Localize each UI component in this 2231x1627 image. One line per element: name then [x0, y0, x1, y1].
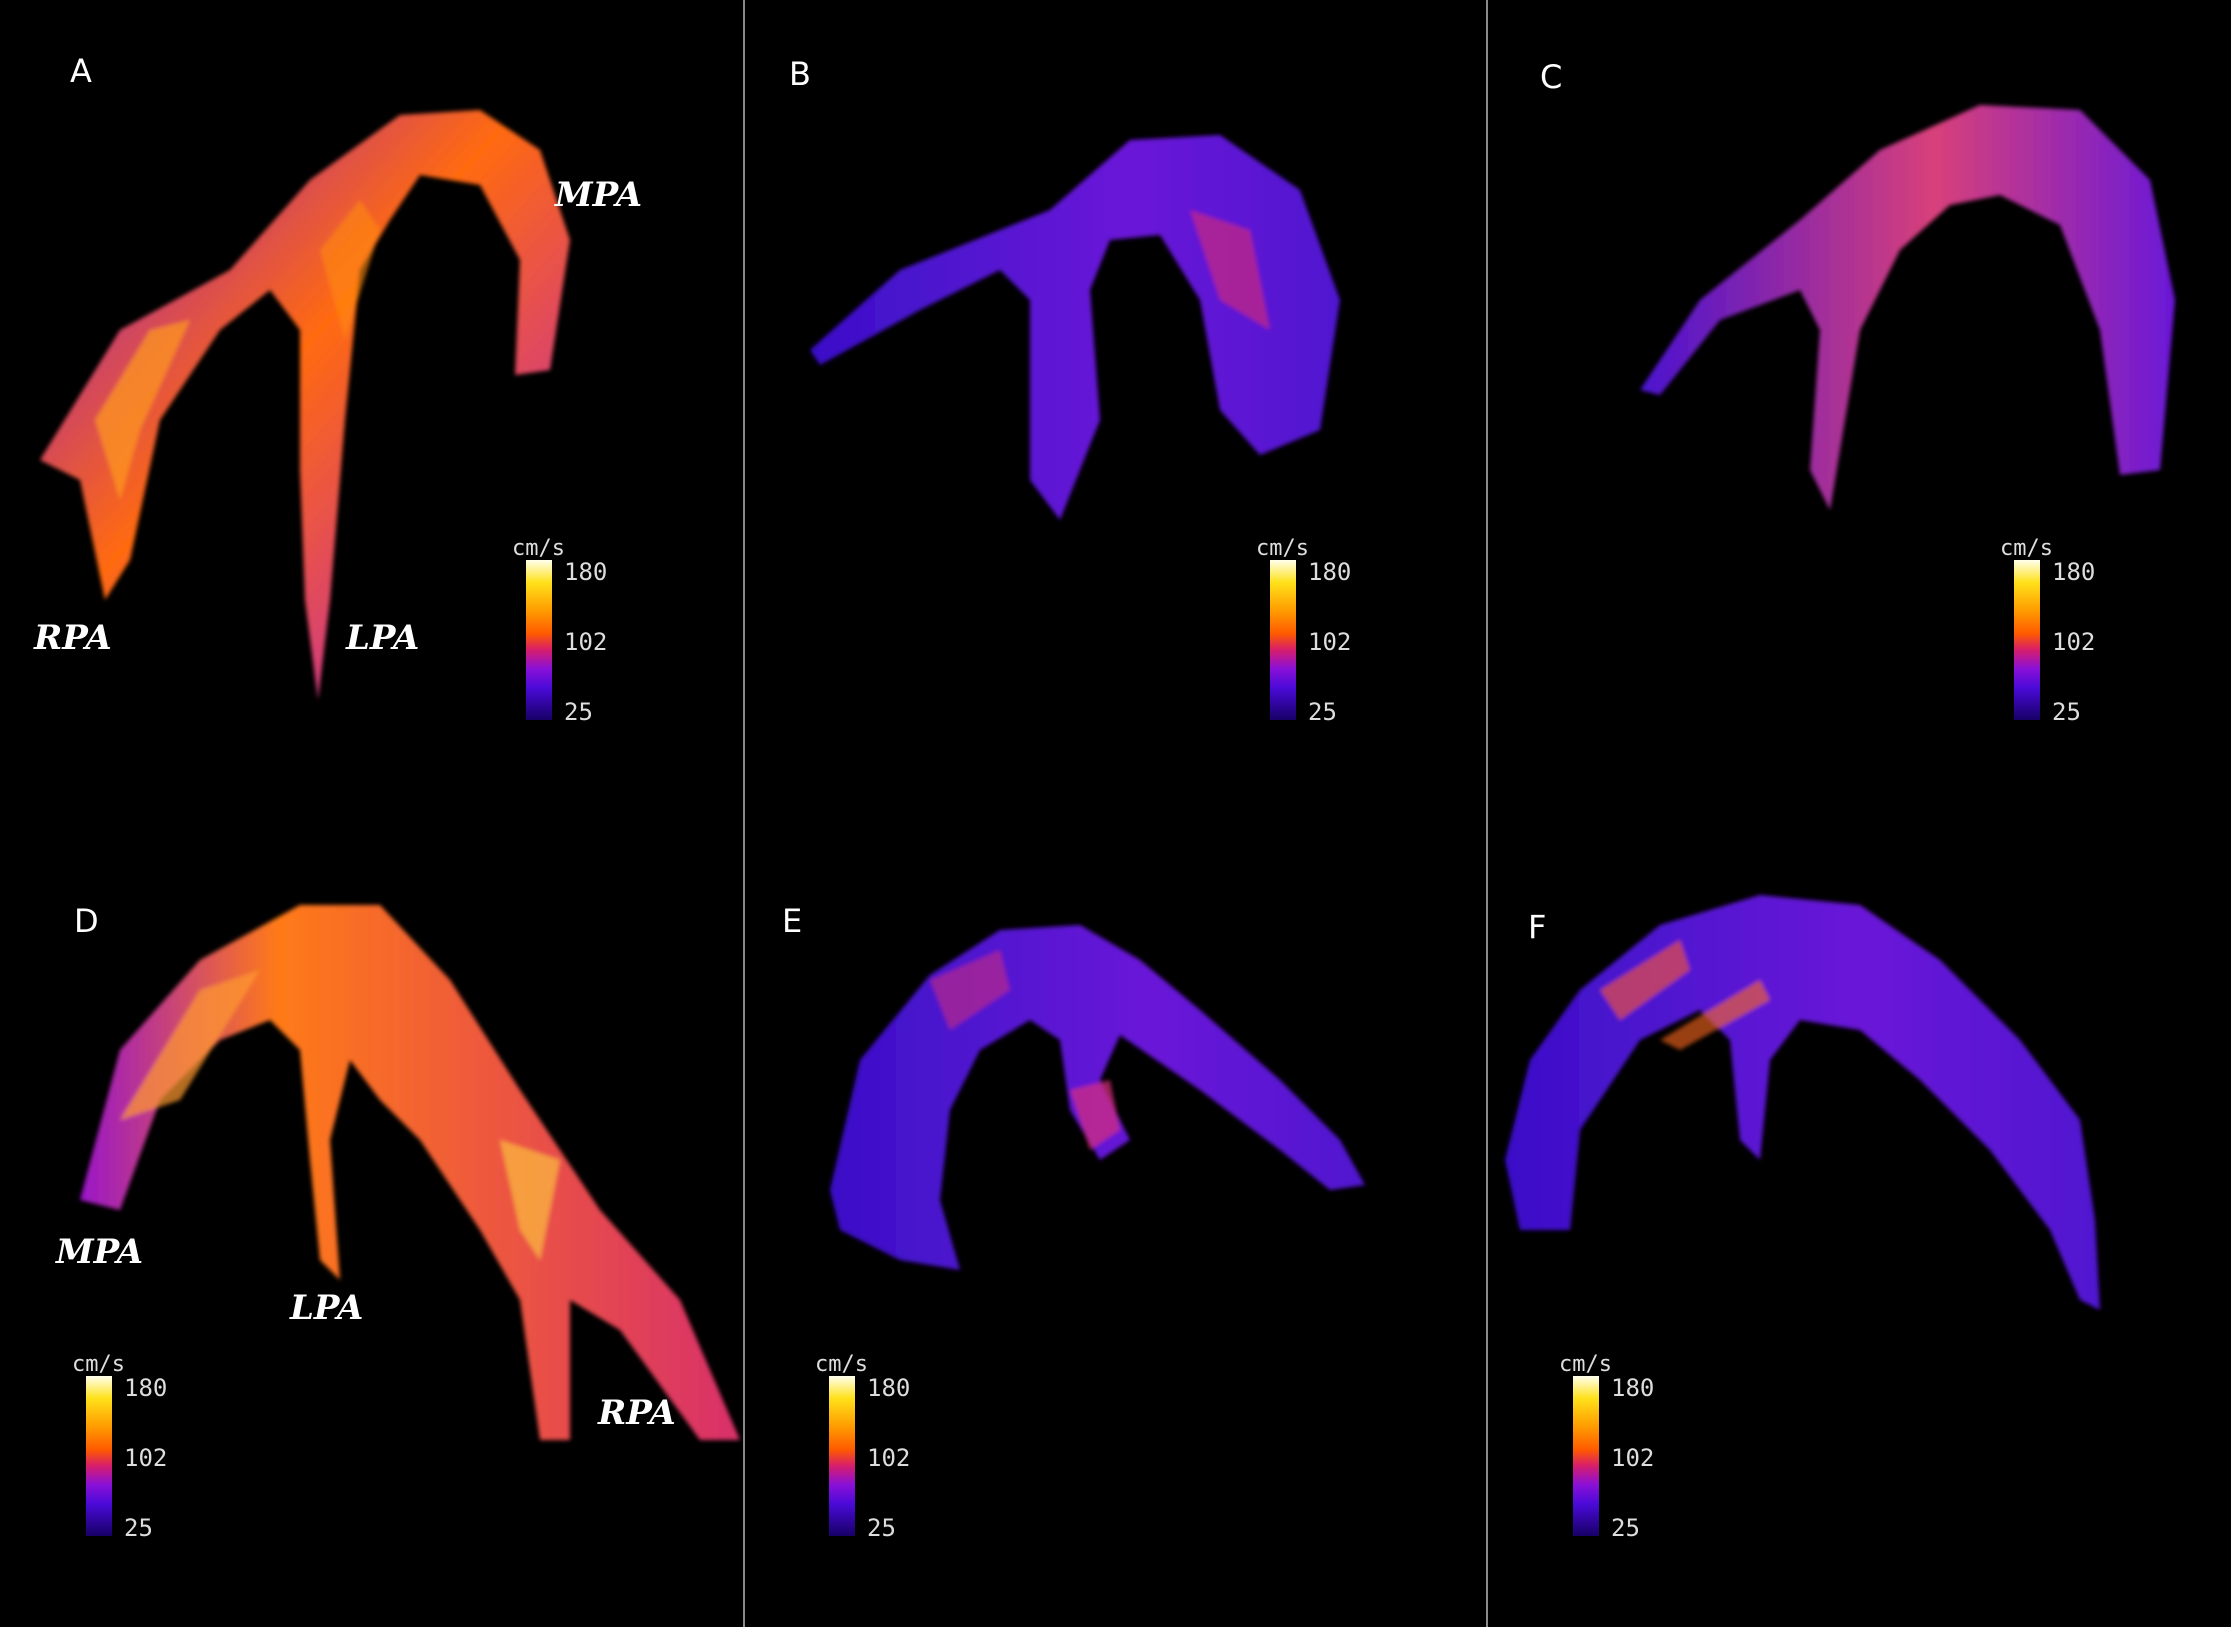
colorbar-unit: cm/s [1559, 1352, 1612, 1377]
colorbar-max: 180 [1611, 1374, 1655, 1402]
colorbar-min: 25 [867, 1514, 896, 1542]
panel-divider-2 [1486, 0, 1488, 1627]
colorbar-min: 25 [124, 1514, 153, 1542]
colorbar-max: 180 [2052, 558, 2096, 586]
colorbar-min: 25 [1611, 1514, 1640, 1542]
colorbar-e: cm/s 180 102 25 [815, 1352, 925, 1542]
colorbar-max: 180 [867, 1374, 911, 1402]
vessel-rendering-b [810, 135, 1340, 520]
panel-divider-1 [743, 0, 745, 1627]
label-a-rpa: RPA [34, 618, 112, 658]
panel-letter-d: D [74, 902, 99, 940]
colorbar-c: cm/s 180 102 25 [2000, 536, 2110, 726]
label-a-mpa: MPA [555, 175, 643, 215]
colorbar-gradient [86, 1376, 112, 1536]
colorbar-f: cm/s 180 102 25 [1559, 1352, 1669, 1542]
panel-letter-b: B [789, 55, 811, 93]
vessel-rendering-f [1505, 895, 2100, 1310]
vessel-rendering-c [1640, 105, 2175, 510]
colorbar-mid: 102 [1308, 628, 1352, 656]
colorbar-min: 25 [1308, 698, 1337, 726]
panel-letter-e: E [782, 902, 803, 940]
label-d-lpa: LPA [290, 1288, 364, 1328]
colorbar-min: 25 [2052, 698, 2081, 726]
colorbar-gradient [1573, 1376, 1599, 1536]
colorbar-d: cm/s 180 102 25 [72, 1352, 182, 1542]
colorbar-min: 25 [564, 698, 593, 726]
colorbar-unit: cm/s [815, 1352, 868, 1377]
colorbar-max: 180 [1308, 558, 1352, 586]
colorbar-gradient [2014, 560, 2040, 720]
vessel-rendering-a [40, 110, 570, 700]
colorbar-mid: 102 [1611, 1444, 1655, 1472]
panel-letter-f: F [1528, 908, 1547, 946]
colorbar-unit: cm/s [2000, 536, 2053, 561]
colorbar-mid: 102 [867, 1444, 911, 1472]
panel-letter-a: A [70, 52, 92, 90]
label-a-lpa: LPA [346, 618, 420, 658]
colorbar-unit: cm/s [72, 1352, 125, 1377]
colorbar-b: cm/s 180 102 25 [1256, 536, 1366, 726]
vessel-rendering-d [80, 905, 740, 1440]
colorbar-a: cm/s 180 102 25 [512, 536, 622, 726]
colorbar-mid: 102 [124, 1444, 168, 1472]
colorbar-max: 180 [124, 1374, 168, 1402]
colorbar-max: 180 [564, 558, 608, 586]
colorbar-mid: 102 [2052, 628, 2096, 656]
colorbar-unit: cm/s [1256, 536, 1309, 561]
label-d-mpa: MPA [56, 1232, 144, 1272]
colorbar-unit: cm/s [512, 536, 565, 561]
colorbar-gradient [829, 1376, 855, 1536]
colorbar-gradient [1270, 560, 1296, 720]
colorbar-mid: 102 [564, 628, 608, 656]
label-d-rpa: RPA [598, 1393, 676, 1433]
panel-letter-c: C [1540, 58, 1563, 96]
colorbar-gradient [526, 560, 552, 720]
vessel-rendering-e [830, 925, 1365, 1270]
